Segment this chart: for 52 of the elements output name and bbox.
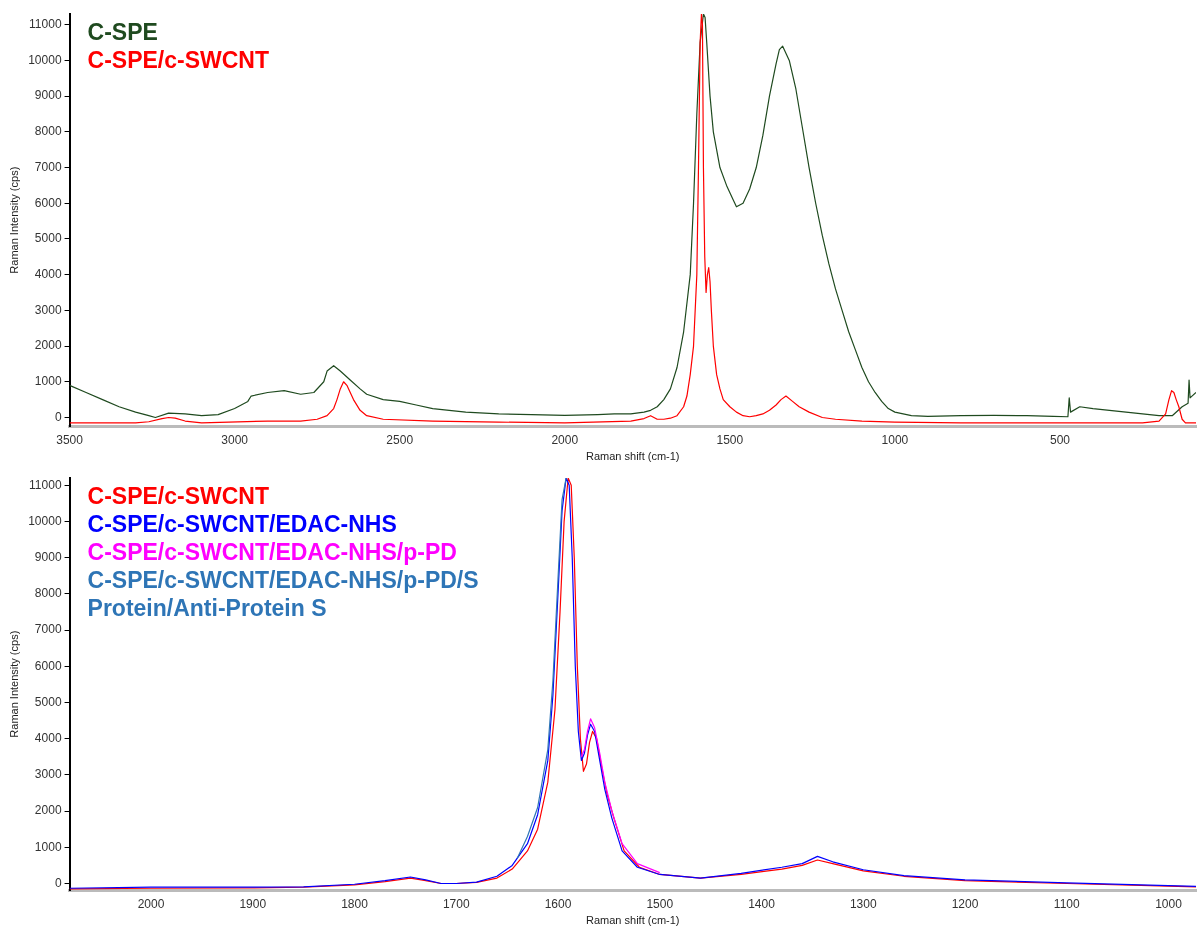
y-tick-label: 5000 bbox=[34, 231, 62, 246]
x-tick-label: 3500 bbox=[56, 432, 84, 447]
y-tick-label: 4000 bbox=[34, 731, 62, 745]
x-tick-label: 1600 bbox=[544, 896, 572, 911]
y-tick-label: 1000 bbox=[34, 839, 62, 854]
x-tick-label: 1700 bbox=[442, 896, 470, 911]
x-tick-label: 500 bbox=[1049, 432, 1071, 447]
x-tick-label: 1300 bbox=[849, 896, 877, 911]
y-tick-label: 7000 bbox=[34, 622, 62, 637]
text: C-SPE/c-SWCNT/EDAC-NHS/p-PD bbox=[87, 538, 458, 566]
x-tick-label: 1000 bbox=[1155, 896, 1183, 911]
y-tick-label: 5000 bbox=[34, 694, 62, 709]
x-tick-label: 2000 bbox=[137, 896, 165, 911]
x-axis-title: Raman shift (cm-1) bbox=[586, 450, 680, 463]
y-tick-label: 2000 bbox=[34, 338, 62, 353]
x-tick-label: 1400 bbox=[748, 896, 776, 911]
y-tick-label: 10000 bbox=[28, 52, 62, 67]
y-tick-label: 8000 bbox=[34, 586, 62, 601]
y-tick-label: 11000 bbox=[29, 477, 62, 492]
y-tick-label: 3000 bbox=[34, 302, 62, 317]
x-tick-label: 2500 bbox=[386, 432, 414, 447]
text: C-SPE bbox=[87, 18, 159, 46]
y-tick-label: 9000 bbox=[34, 549, 62, 564]
x-tick-label: 3000 bbox=[221, 432, 249, 447]
x-tick-label: 1500 bbox=[716, 432, 744, 447]
y-tick-label: 0 bbox=[54, 409, 62, 424]
y-tick-label: 4000 bbox=[34, 266, 62, 281]
y-tick-label: 10000 bbox=[28, 513, 62, 528]
x-tick-label: 2000 bbox=[551, 432, 579, 447]
y-tick-label: 9000 bbox=[34, 88, 62, 103]
y-tick-label: 8000 bbox=[34, 124, 62, 139]
y-tick-label: 3000 bbox=[34, 767, 62, 782]
y-tick-label: 1000 bbox=[34, 374, 62, 389]
x-tick-label: 1000 bbox=[881, 432, 909, 447]
text: C-SPE/c-SWCNT bbox=[87, 482, 270, 510]
x-tick-label: 1200 bbox=[951, 896, 979, 911]
y-tick-label: 11000 bbox=[29, 17, 62, 32]
x-tick-label: 1500 bbox=[646, 896, 674, 911]
text: C-SPE/c-SWCNT bbox=[87, 46, 270, 74]
y-tick-label: 0 bbox=[54, 875, 62, 890]
x-tick-label: 1100 bbox=[1053, 896, 1080, 911]
y-tick-label: 2000 bbox=[34, 803, 62, 818]
y-tick-label: 7000 bbox=[34, 159, 62, 174]
y-axis-title: Raman Intensity (cps) bbox=[7, 630, 20, 738]
x-tick-label: 1800 bbox=[341, 896, 369, 911]
x-tick-label: 1900 bbox=[239, 896, 267, 911]
text: C-SPE/c-SWCNT/EDAC-NHS bbox=[87, 510, 398, 538]
y-axis-title: Raman Intensity (cps) bbox=[7, 166, 20, 274]
y-tick-label: 6000 bbox=[34, 658, 62, 673]
x-axis-title: Raman shift (cm-1) bbox=[586, 914, 680, 927]
y-tick-label: 6000 bbox=[34, 195, 62, 210]
text: C-SPE/c-SWCNT/EDAC-NHS/p-PD/S Protein/Anti-Protein S bbox=[87, 566, 479, 622]
